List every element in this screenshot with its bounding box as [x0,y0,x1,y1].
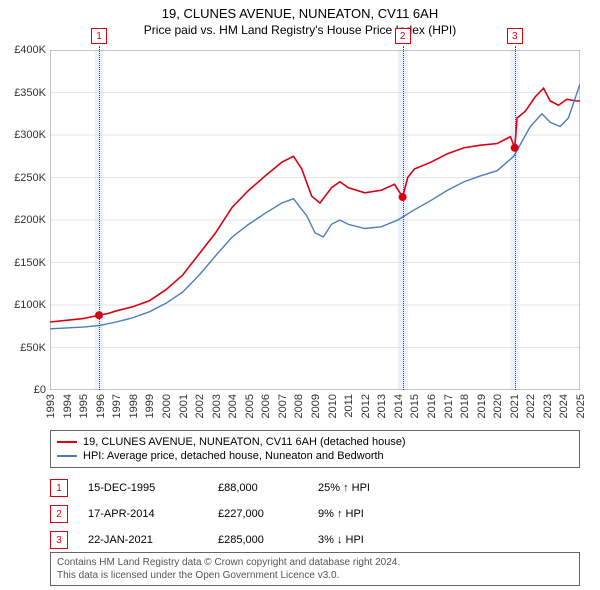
x-tick-label: 2001 [178,394,190,418]
marker-delta: 3% ↓ HPI [318,534,438,546]
marker-vline [515,46,516,390]
footer-line2: This data is licensed under the Open Gov… [57,569,573,582]
legend-swatch [57,441,77,443]
x-tick-label: 2011 [343,394,355,418]
x-tick-label: 1997 [111,394,123,418]
legend-label: HPI: Average price, detached house, Nune… [83,450,384,462]
marker-table-row: 2 17-APR-2014£227,0009% ↑ HPI [50,501,580,527]
marker-table-row: 1 15-DEC-1995£88,00025% ↑ HPI [50,475,580,501]
marker-delta: 9% ↑ HPI [318,508,438,520]
x-tick-label: 1994 [62,394,74,418]
x-tick-label: 2021 [509,394,521,418]
marker-table-row: 3 22-JAN-2021£285,0003% ↓ HPI [50,527,580,553]
footer-box: Contains HM Land Registry data © Crown c… [50,552,580,586]
x-tick-label: 2016 [426,394,438,418]
chart-title: 19, CLUNES AVENUE, NUNEATON, CV11 6AH [0,0,600,21]
legend-box: 19, CLUNES AVENUE, NUNEATON, CV11 6AH (d… [50,430,580,468]
x-tick-label: 2014 [393,394,405,418]
footer-line1: Contains HM Land Registry data © Crown c… [57,556,573,569]
x-tick-label: 1999 [144,394,156,418]
marker-date: 15-DEC-1995 [88,482,218,494]
x-tick-label: 2000 [161,394,173,418]
x-tick-label: 2019 [476,394,488,418]
x-tick-label: 1993 [45,394,57,418]
x-tick-label: 1998 [128,394,140,418]
marker-flag: 2 [395,28,411,44]
chart-container: 19, CLUNES AVENUE, NUNEATON, CV11 6AH Pr… [0,0,600,590]
x-tick-label: 2022 [525,394,537,418]
legend-row: HPI: Average price, detached house, Nune… [57,449,573,463]
x-tick-label: 2023 [542,394,554,418]
y-tick-label: £350K [14,87,46,99]
marker-price: £88,000 [218,482,318,494]
y-tick-label: £50K [20,342,46,354]
x-tick-label: 2017 [443,394,455,418]
y-tick-label: £200K [14,214,46,226]
y-tick-label: £150K [14,257,46,269]
marker-table: 1 15-DEC-1995£88,00025% ↑ HPI 2 17-APR-2014… [50,475,580,553]
x-tick-label: 2002 [194,394,206,418]
x-tick-label: 2025 [575,394,587,418]
x-tick-label: 2018 [459,394,471,418]
marker-box-icon: 1 [50,479,68,497]
marker-box-icon: 2 [50,505,68,523]
y-tick-label: £400K [14,44,46,56]
marker-price: £227,000 [218,508,318,520]
x-tick-label: 2009 [310,394,322,418]
x-tick-label: 2024 [558,394,570,418]
marker-date: 17-APR-2014 [88,508,218,520]
chart-area: £0£50K£100K£150K£200K£250K£300K£350K£400… [50,50,580,390]
x-tick-label: 2010 [327,394,339,418]
x-tick-label: 2004 [227,394,239,418]
marker-delta: 25% ↑ HPI [318,482,438,494]
x-tick-label: 2020 [492,394,504,418]
marker-date: 22-JAN-2021 [88,534,218,546]
x-tick-label: 2008 [293,394,305,418]
legend-row: 19, CLUNES AVENUE, NUNEATON, CV11 6AH (d… [57,435,573,449]
x-tick-label: 2006 [260,394,272,418]
legend-swatch [57,455,77,457]
x-tick-label: 1996 [95,394,107,418]
marker-vline [99,46,100,390]
marker-vline [403,46,404,390]
y-tick-label: £250K [14,172,46,184]
marker-box-icon: 3 [50,531,68,549]
y-tick-label: £100K [14,299,46,311]
marker-price: £285,000 [218,534,318,546]
marker-flag: 3 [507,28,523,44]
x-tick-label: 2015 [409,394,421,418]
x-tick-label: 2003 [211,394,223,418]
x-tick-label: 1995 [78,394,90,418]
x-tick-label: 2013 [376,394,388,418]
x-tick-label: 2005 [244,394,256,418]
x-tick-label: 2007 [277,394,289,418]
marker-flag: 1 [91,28,107,44]
y-tick-label: £300K [14,129,46,141]
chart-svg [50,50,580,390]
legend-label: 19, CLUNES AVENUE, NUNEATON, CV11 6AH (d… [83,436,406,448]
x-tick-label: 2012 [360,394,372,418]
